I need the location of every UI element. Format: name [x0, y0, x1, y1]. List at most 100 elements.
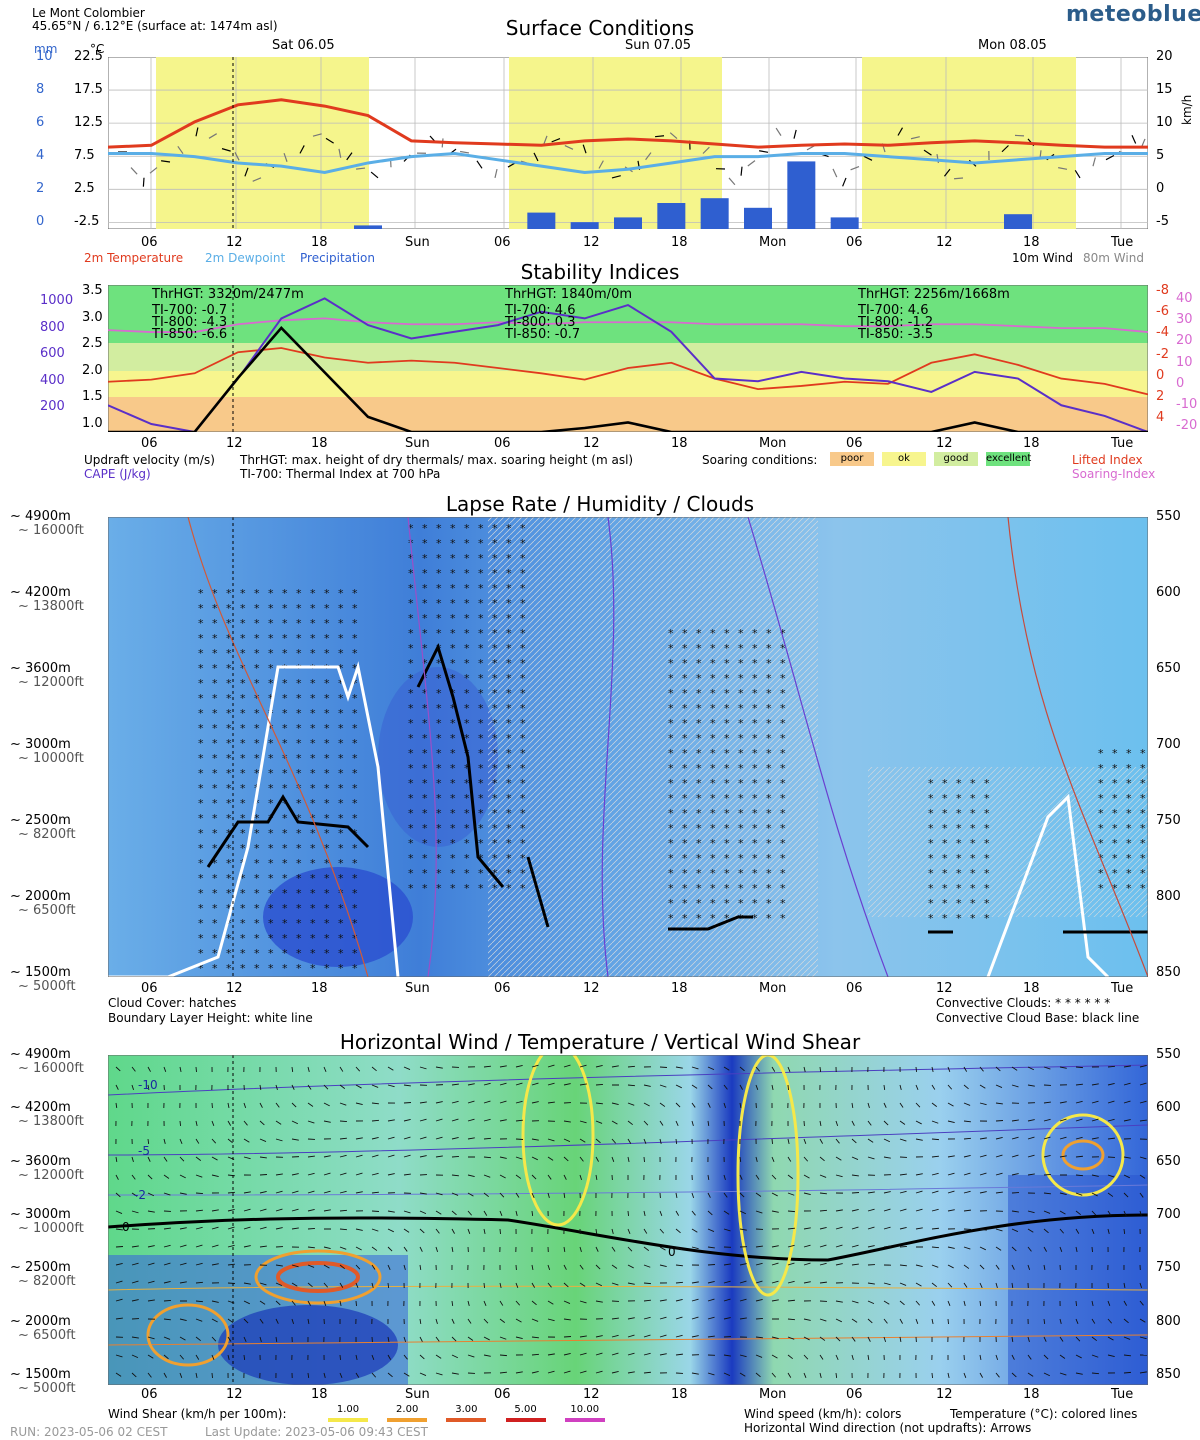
wind-direction-arrow [643, 1352, 651, 1356]
x-tick-label: Mon [759, 1387, 787, 1402]
wind-direction-arrow [147, 1138, 150, 1145]
convective-cloud-star: * [752, 852, 758, 865]
convective-cloud-star: * [520, 732, 526, 745]
wind-arrow [244, 167, 249, 177]
convective-cloud-star: * [492, 837, 498, 850]
convective-cloud-star: * [296, 887, 302, 900]
altitude-m-label: ~ 2500m [10, 1260, 71, 1276]
wind-direction-arrow [371, 1246, 378, 1251]
convective-cloud-star: * [254, 752, 260, 765]
convective-cloud-star: * [338, 962, 344, 975]
wind-direction-arrow [467, 1228, 471, 1234]
convective-cloud-star: * [682, 882, 688, 895]
convective-cloud-star: * [506, 517, 512, 520]
wind-direction-arrow [835, 1318, 842, 1323]
convective-cloud-star: * [324, 707, 330, 720]
convective-cloud-star: * [766, 807, 772, 820]
wind-direction-arrow [1139, 1100, 1147, 1104]
legend-lifted: Lifted Index [1072, 453, 1143, 467]
ti800-label: TI-800: -1.2 [858, 315, 934, 330]
wind-direction-arrow [963, 1282, 968, 1288]
wind-direction-arrow [531, 1210, 534, 1217]
wind-direction-arrow [1027, 1372, 1034, 1377]
convective-cloud-star: * [282, 857, 288, 870]
convective-cloud-star: * [408, 852, 414, 865]
wind-direction-arrow [403, 1210, 411, 1214]
day-label: Mon 08.05 [978, 38, 1047, 53]
convective-cloud-star: * [520, 517, 526, 520]
convective-cloud-star: * [422, 582, 428, 595]
wind-direction-arrow [771, 1084, 774, 1091]
wind-direction-arrow [723, 1084, 728, 1090]
convective-cloud-star: * [668, 702, 674, 715]
wind-arrow [325, 137, 334, 144]
wind-direction-arrow [451, 1118, 459, 1122]
wind-direction-arrow [419, 1354, 425, 1360]
wind-direction-arrow [483, 1137, 491, 1140]
wind-direction-arrow [179, 1138, 183, 1144]
wind-arrow [149, 167, 158, 174]
convective-cloud-star: * [710, 657, 716, 670]
wind-direction-arrow [211, 1372, 213, 1379]
convective-cloud-star: * [352, 707, 358, 720]
wind-direction-arrow [163, 1227, 171, 1230]
pressure-label: 800 [1156, 889, 1181, 904]
wind-direction-arrow [707, 1316, 715, 1320]
convective-cloud-star: * [352, 752, 358, 765]
convective-cloud-star: * [352, 722, 358, 735]
wind-direction-arrow [579, 1300, 587, 1304]
wind-direction-arrow [243, 1120, 248, 1126]
convective-cloud-star: * [324, 962, 330, 975]
convective-cloud-star: * [212, 932, 218, 945]
convective-cloud-star: * [696, 777, 702, 790]
wind-direction-arrow [451, 1246, 454, 1253]
wind-direction-arrow [339, 1209, 347, 1212]
wind-direction-arrow [419, 1336, 423, 1342]
wind-direction-arrow [931, 1084, 936, 1090]
pressure-label: 600 [1156, 585, 1181, 600]
convective-cloud-star: * [710, 717, 716, 730]
wind-direction-arrow [515, 1192, 520, 1198]
wind-direction-arrow [643, 1264, 651, 1268]
wind-direction-arrow [771, 1138, 773, 1145]
wind-direction-arrow [1107, 1174, 1115, 1178]
convective-cloud-star: * [408, 702, 414, 715]
convective-cloud-star: * [956, 897, 962, 910]
wind-direction-arrow [1011, 1136, 1019, 1140]
wind-direction-arrow [323, 1120, 331, 1123]
temp-tick-label: 7.5 [74, 148, 95, 164]
convective-cloud-star: * [212, 677, 218, 690]
convective-cloud-star: * [436, 672, 442, 685]
wind-direction-arrow [195, 1262, 203, 1266]
thrhgt-label: ThrHGT: 2256m/1668m [858, 287, 1010, 302]
wind-direction-arrow [883, 1336, 887, 1343]
ti850-label: TI-850: -3.5 [858, 327, 934, 342]
convective-cloud-star: * [766, 852, 772, 865]
wind-direction-arrow [387, 1336, 390, 1343]
wind-direction-arrow [323, 1209, 331, 1212]
convective-cloud-star: * [240, 662, 246, 675]
cape-series-line [108, 297, 1148, 432]
isotherm-label: 0 [122, 1220, 130, 1234]
wind-direction-arrow [515, 1100, 523, 1104]
wind-direction-arrow [659, 1084, 667, 1088]
wind-direction-arrow [147, 1299, 155, 1302]
convective-cloud-star: * [408, 777, 414, 790]
wind-direction-arrow [275, 1208, 283, 1212]
wind-direction-arrow [1011, 1154, 1019, 1158]
wind-direction-arrow [963, 1066, 968, 1072]
wind-direction-arrow [1059, 1210, 1066, 1215]
convective-cloud-star: * [422, 777, 428, 790]
x-tick-label: 06 [846, 1387, 863, 1402]
convective-cloud-star: * [928, 867, 934, 880]
convective-cloud-star: * [254, 842, 260, 855]
ti850-label: TI-850: -6.6 [152, 327, 228, 342]
wind-direction-arrow [547, 1264, 551, 1271]
wind-direction-arrow [1027, 1210, 1035, 1214]
wind-direction-arrow [963, 1102, 971, 1106]
convective-cloud-star: * [296, 752, 302, 765]
wind-direction-arrow [211, 1244, 219, 1248]
wind-direction-arrow [675, 1192, 678, 1199]
convective-cloud-star: * [296, 902, 302, 915]
convective-cloud-star: * [408, 732, 414, 745]
